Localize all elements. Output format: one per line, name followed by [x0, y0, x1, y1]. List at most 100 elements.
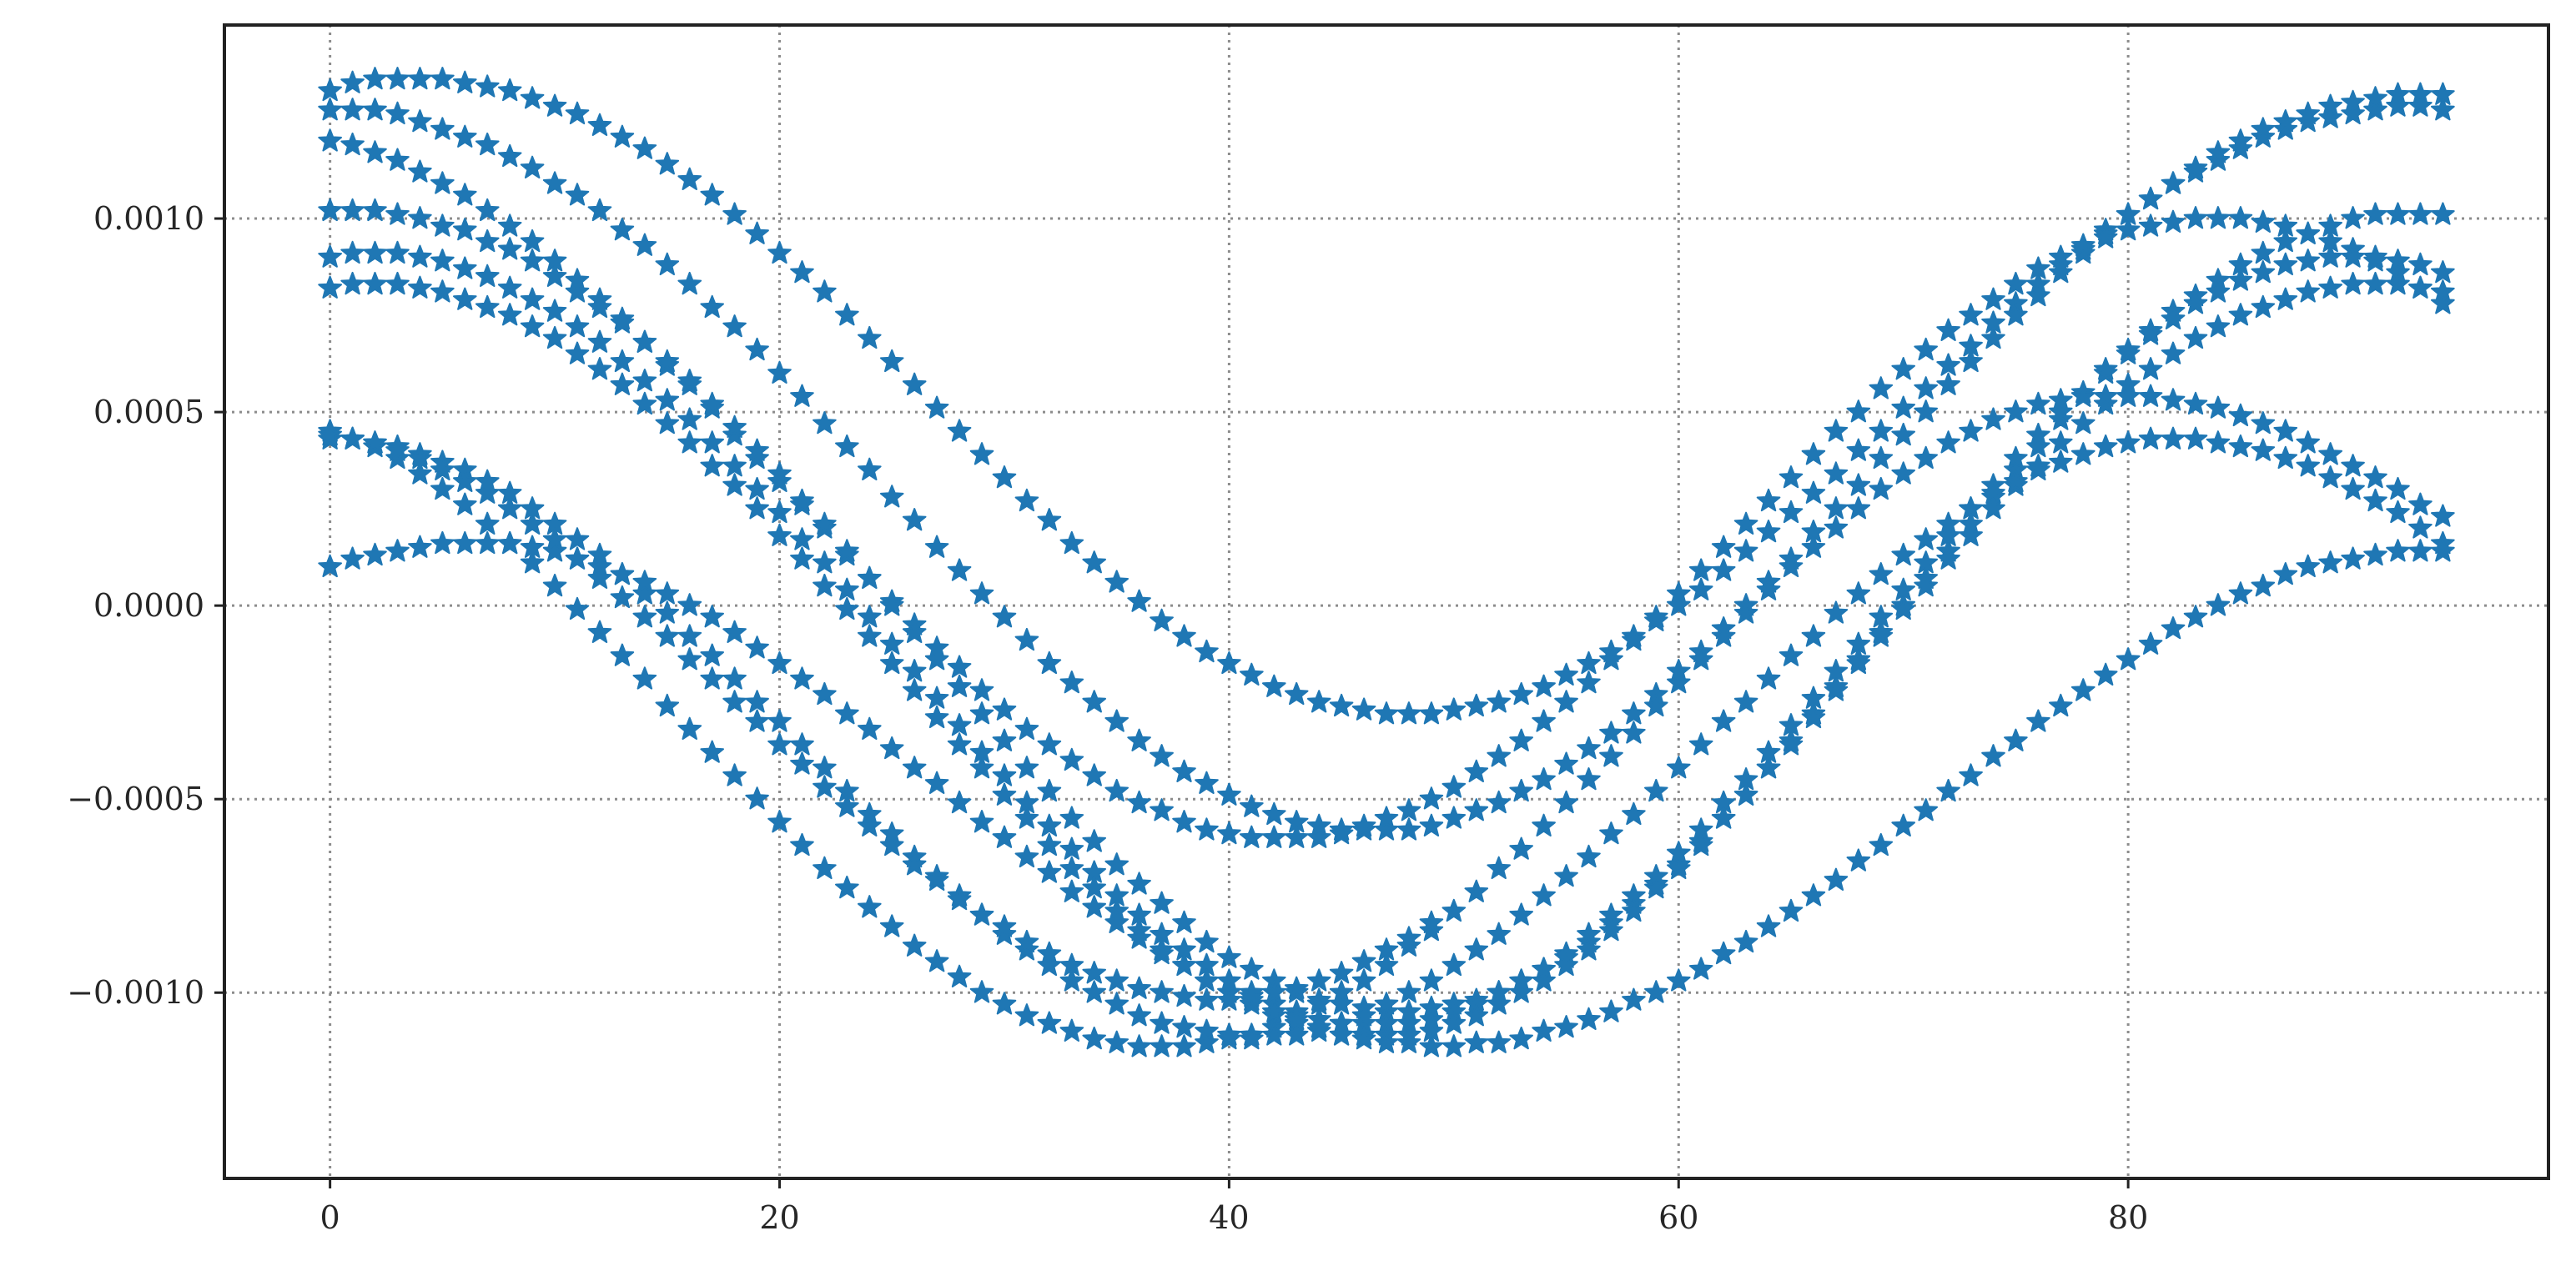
- data-point: [1284, 825, 1309, 848]
- data-point: [2386, 539, 2410, 562]
- data-point: [1936, 778, 1960, 802]
- axes-frame: [223, 23, 2550, 1180]
- data-point: [1464, 759, 1489, 782]
- data-point: [2049, 399, 2073, 423]
- data-point: [565, 527, 590, 550]
- data-point: [790, 732, 814, 756]
- data-point: [2228, 268, 2253, 291]
- data-point: [497, 143, 522, 168]
- data-point: [1037, 651, 1062, 675]
- data-point: [1374, 701, 1399, 725]
- data-point: [2026, 434, 2050, 458]
- data-point: [992, 728, 1017, 751]
- data-point: [1419, 910, 1444, 933]
- data-point: [2318, 465, 2342, 489]
- data-point: [1487, 1030, 1511, 1053]
- data-point: [2273, 419, 2298, 442]
- data-point: [2206, 314, 2231, 338]
- data-point: [2273, 117, 2298, 140]
- data-point: [1532, 813, 1556, 836]
- data-point: [1396, 980, 1421, 1003]
- data-point: [1351, 1003, 1376, 1027]
- data-point: [1688, 577, 1713, 600]
- data-point: [700, 454, 724, 477]
- data-point: [587, 294, 612, 319]
- data-point: [1037, 508, 1062, 531]
- data-point: [2206, 148, 2231, 171]
- data-point: [1914, 376, 1938, 399]
- data-point: [902, 756, 927, 779]
- data-point: [745, 476, 769, 500]
- data-point: [1779, 713, 1804, 736]
- data-point: [1419, 1034, 1444, 1057]
- data-point: [1172, 952, 1196, 977]
- data-point: [677, 271, 702, 295]
- data-point: [813, 681, 837, 706]
- data-point: [1554, 662, 1578, 686]
- data-point: [677, 593, 702, 616]
- data-point: [835, 794, 859, 817]
- data-point: [1082, 690, 1106, 713]
- data-point: [2093, 434, 2118, 458]
- data-point: [1959, 763, 1983, 786]
- data-point: [1824, 600, 1849, 624]
- data-point: [1396, 926, 1421, 949]
- data-point: [1059, 530, 1084, 555]
- data-point: [1824, 678, 1849, 701]
- data-point: [858, 624, 882, 647]
- data-point: [655, 581, 680, 605]
- data-point: [385, 148, 410, 171]
- data-point: [1396, 701, 1421, 725]
- data-point: [2341, 101, 2365, 125]
- data-point: [497, 303, 522, 326]
- data-point: [1779, 732, 1804, 756]
- data-point: [1329, 992, 1354, 1015]
- data-point: [1981, 287, 2005, 310]
- data-point: [1441, 697, 1467, 721]
- data-point: [2026, 709, 2050, 732]
- data-point: [992, 782, 1017, 806]
- data-point: [969, 756, 994, 779]
- data-point: [1577, 937, 1601, 961]
- data-point: [565, 183, 590, 206]
- data-point: [1014, 937, 1039, 961]
- data-point: [1104, 852, 1129, 876]
- data-point: [1240, 1026, 1264, 1050]
- data-point: [1554, 1015, 1578, 1038]
- data-point: [1396, 933, 1421, 957]
- data-point: [655, 600, 680, 624]
- data-point: [790, 751, 814, 775]
- data-point: [430, 171, 455, 194]
- data-point: [1869, 605, 1894, 628]
- data-point: [1509, 681, 1533, 706]
- data-point: [1104, 570, 1129, 593]
- series-1: [318, 67, 2455, 725]
- data-point: [2026, 256, 2050, 279]
- data-point: [835, 303, 859, 326]
- data-point: [2206, 430, 2231, 454]
- data-point: [879, 349, 904, 373]
- data-point: [813, 411, 837, 435]
- data-point: [1711, 941, 1736, 965]
- data-point: [722, 454, 747, 477]
- data-point: [520, 249, 545, 272]
- data-point: [1306, 825, 1331, 848]
- data-point: [1509, 902, 1533, 926]
- data-point: [1509, 1026, 1533, 1050]
- data-point: [408, 206, 432, 229]
- data-point: [1891, 395, 1915, 419]
- data-point: [2251, 294, 2276, 319]
- data-point: [2408, 252, 2433, 276]
- data-point: [858, 716, 882, 740]
- data-point: [1779, 465, 1804, 489]
- data-point: [1577, 844, 1601, 868]
- data-point: [1869, 624, 1894, 647]
- data-point: [879, 593, 904, 616]
- data-point: [2026, 457, 2050, 480]
- data-point: [767, 732, 792, 756]
- data-point: [858, 895, 882, 918]
- data-point: [1914, 337, 1938, 361]
- data-point: [992, 605, 1017, 628]
- data-point: [2408, 492, 2433, 515]
- data-point: [2431, 504, 2455, 527]
